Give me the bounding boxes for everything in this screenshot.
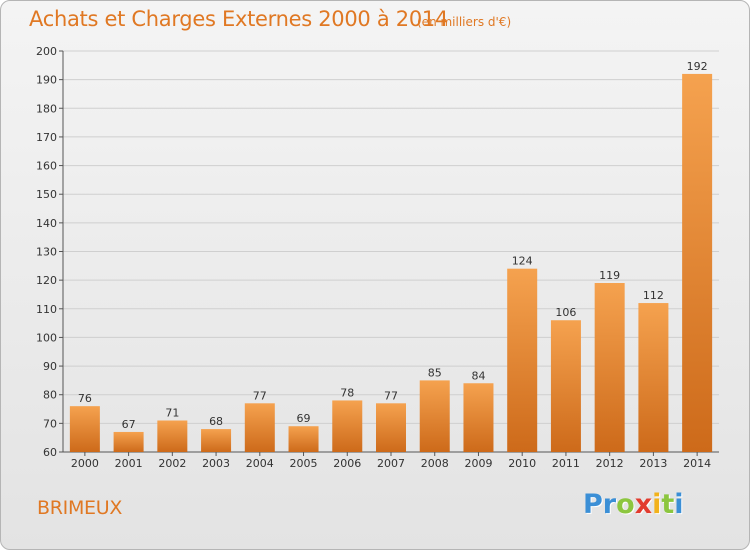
y-tick-label: 110 bbox=[36, 303, 57, 316]
x-tick-label: 2013 bbox=[639, 457, 667, 470]
y-tick-label: 100 bbox=[36, 331, 57, 344]
data-label: 77 bbox=[253, 389, 267, 402]
bar-2006 bbox=[332, 400, 363, 452]
bar-2004 bbox=[244, 403, 275, 452]
x-tick-label: 2011 bbox=[552, 457, 580, 470]
x-tick-label: 2010 bbox=[508, 457, 536, 470]
x-tick-label: 2000 bbox=[71, 457, 99, 470]
logo-letter: P bbox=[583, 489, 603, 520]
data-label: 71 bbox=[165, 406, 179, 419]
logo-letter: t bbox=[661, 489, 675, 520]
bar-2005 bbox=[288, 426, 319, 452]
data-label: 84 bbox=[471, 369, 485, 382]
logo-letter: x bbox=[634, 489, 653, 520]
chart-title: Achats et Charges Externes 2000 à 2014 bbox=[29, 7, 449, 31]
data-label: 119 bbox=[599, 269, 620, 282]
y-tick-label: 60 bbox=[43, 446, 57, 459]
bar-2009 bbox=[463, 383, 494, 452]
logo-letter: o bbox=[616, 489, 635, 520]
bar-2007 bbox=[376, 403, 406, 452]
x-tick-label: 2002 bbox=[158, 457, 186, 470]
x-tick-label: 2012 bbox=[596, 457, 624, 470]
logo-letter: i bbox=[674, 489, 684, 520]
x-tick-label: 2003 bbox=[202, 457, 230, 470]
bar-2001 bbox=[113, 431, 144, 452]
data-label: 76 bbox=[78, 392, 92, 405]
data-label: 68 bbox=[209, 415, 223, 428]
bar-2008 bbox=[419, 380, 450, 452]
data-label: 85 bbox=[428, 366, 442, 379]
bar-2002 bbox=[157, 420, 188, 452]
y-tick-label: 160 bbox=[36, 160, 57, 173]
y-tick-label: 120 bbox=[36, 274, 57, 287]
bars: 76 67 71 68 77 69 78 77 85 84 124 106 119 112 192 bbox=[69, 60, 713, 453]
data-label: 192 bbox=[687, 60, 708, 73]
x-tick-label: 2006 bbox=[333, 457, 361, 470]
x-tick-label: 2005 bbox=[290, 457, 318, 470]
x-tick-label: 2001 bbox=[115, 457, 143, 470]
data-label: 77 bbox=[384, 389, 398, 402]
logo-letter: i bbox=[652, 489, 662, 520]
y-tick-label: 70 bbox=[43, 417, 57, 430]
chart-subtitle: (en milliers d'€) bbox=[417, 15, 512, 29]
logo-letter: r bbox=[602, 489, 617, 520]
y-tick-label: 180 bbox=[36, 102, 57, 115]
data-label: 67 bbox=[122, 418, 136, 431]
bar-2003 bbox=[201, 429, 232, 452]
y-tick-label: 130 bbox=[36, 246, 57, 259]
bar-2014 bbox=[682, 73, 713, 453]
y-tick-label: 150 bbox=[36, 188, 57, 201]
x-tick-label: 2008 bbox=[421, 457, 449, 470]
y-tick-label: 140 bbox=[36, 217, 57, 230]
y-tick-label: 90 bbox=[43, 360, 57, 373]
bar-2011 bbox=[550, 320, 581, 452]
y-tick-label: 190 bbox=[36, 74, 57, 87]
bar-2010 bbox=[507, 268, 538, 452]
x-tick-label: 2007 bbox=[377, 457, 405, 470]
bar-2012 bbox=[594, 283, 625, 452]
bar-2000 bbox=[69, 406, 100, 452]
y-tick-label: 80 bbox=[43, 389, 57, 402]
y-tick-label: 200 bbox=[36, 45, 57, 58]
data-label: 78 bbox=[340, 386, 354, 399]
data-label: 69 bbox=[297, 412, 311, 425]
location-label: BRIMEUX bbox=[37, 497, 123, 519]
bar-2013 bbox=[638, 303, 669, 452]
data-label: 124 bbox=[512, 255, 533, 268]
data-label: 106 bbox=[555, 306, 576, 319]
x-tick-label: 2009 bbox=[464, 457, 492, 470]
data-label: 112 bbox=[643, 289, 664, 302]
y-tick-label: 170 bbox=[36, 131, 57, 144]
x-tick-label: 2014 bbox=[683, 457, 711, 470]
proxiti-logo: Proxiti bbox=[583, 489, 684, 520]
x-tick-label: 2004 bbox=[246, 457, 274, 470]
